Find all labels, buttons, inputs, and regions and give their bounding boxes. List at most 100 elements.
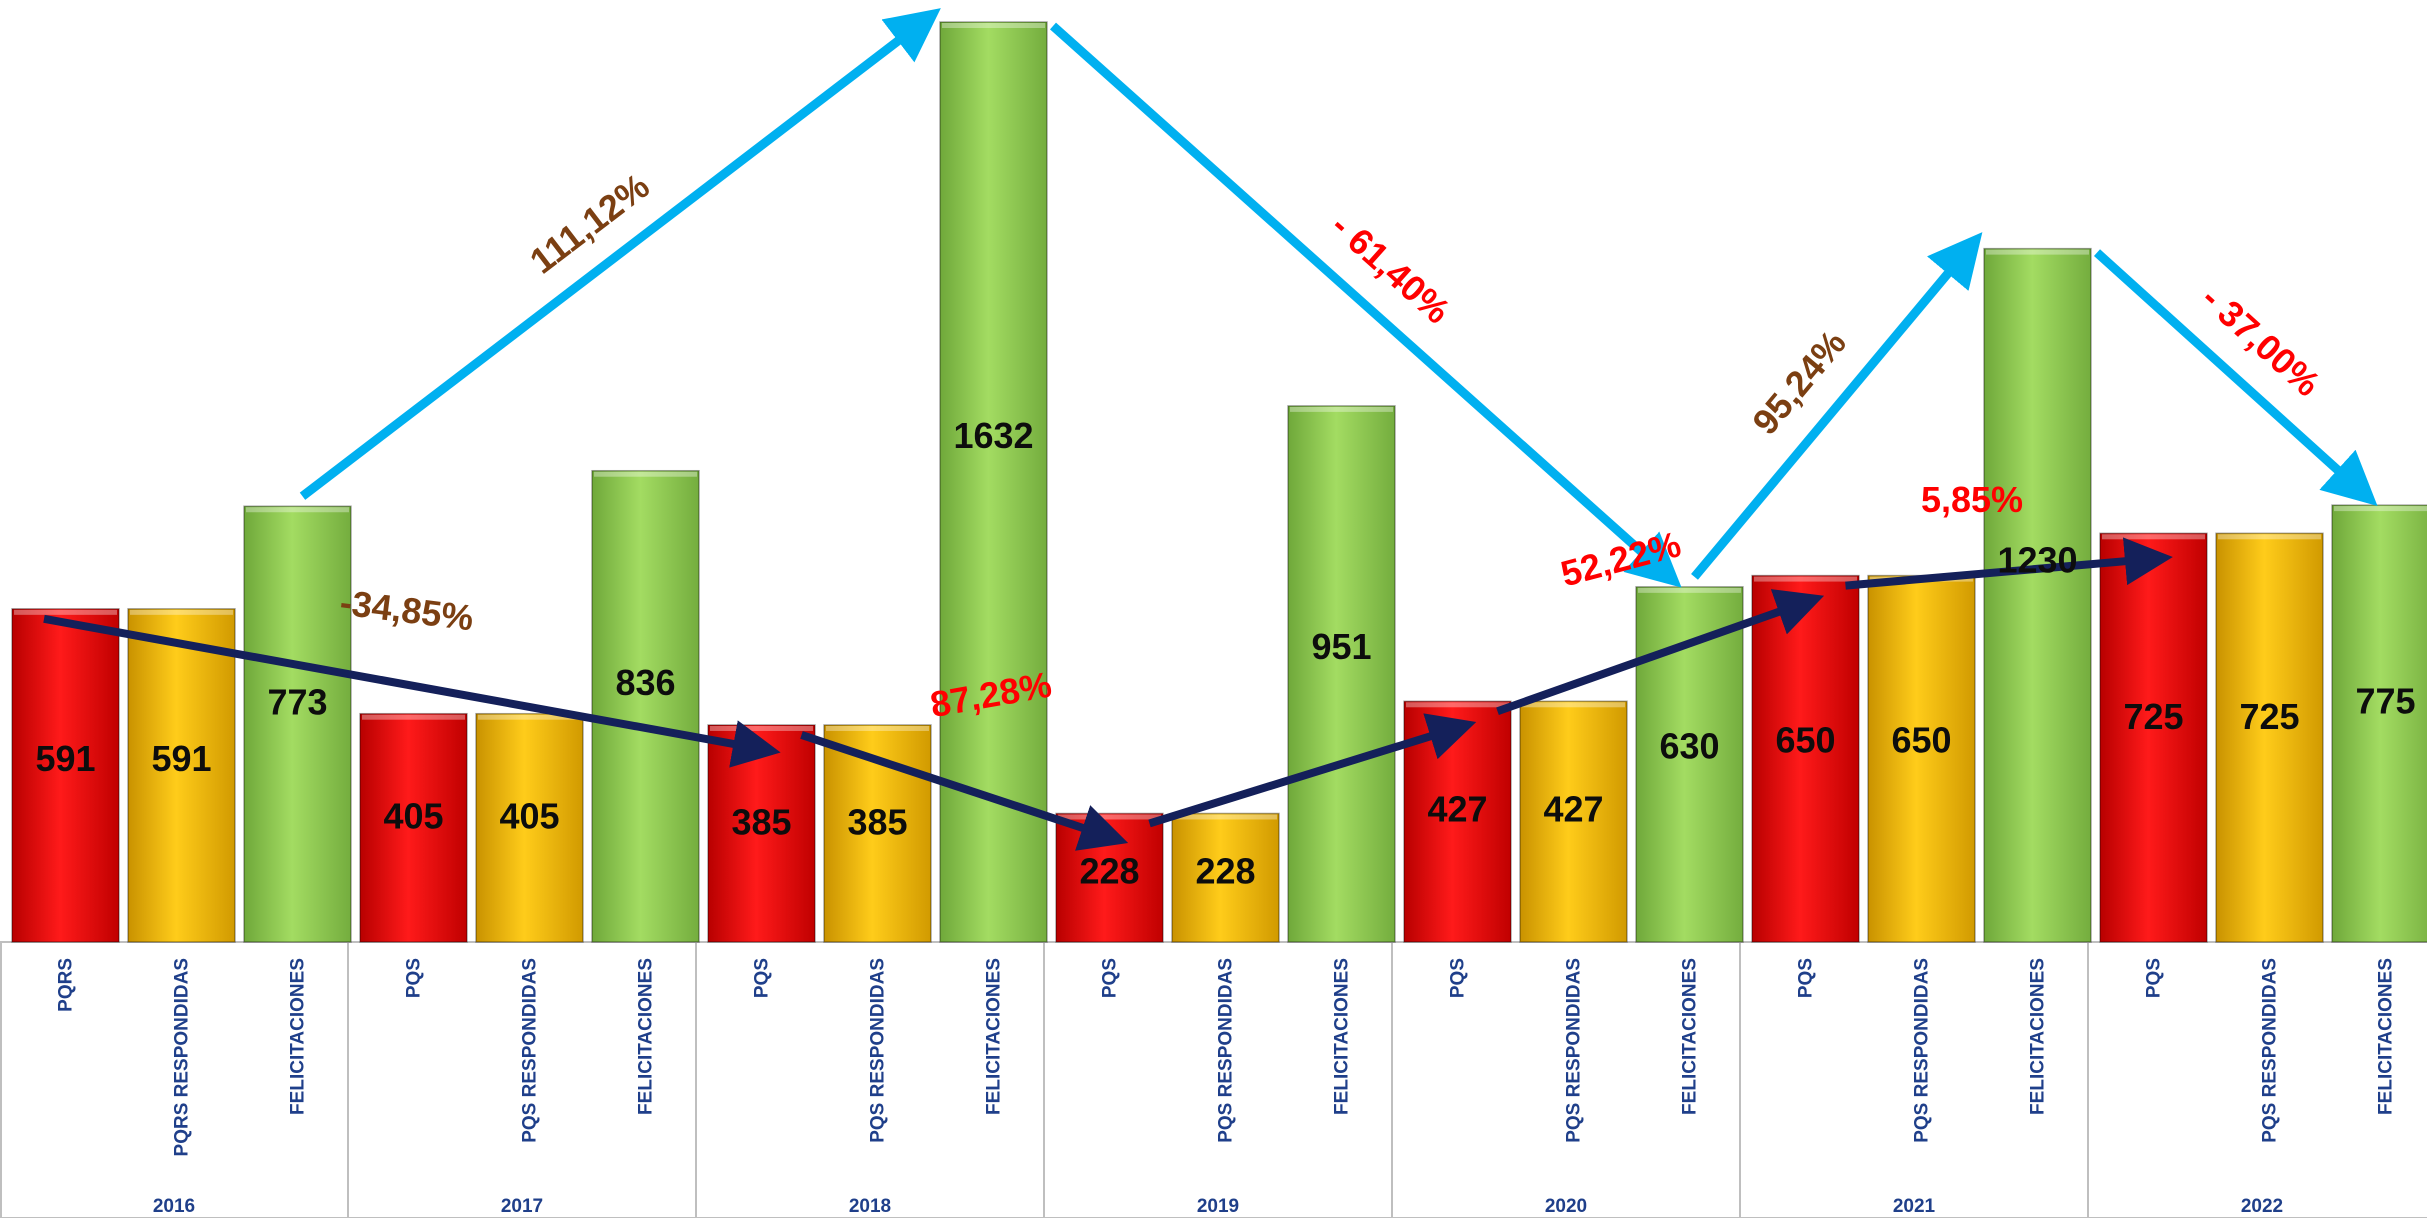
bars	[11, 21, 2427, 943]
year-label: 2022	[2241, 1196, 2283, 1217]
bar-value-label: 427	[1427, 789, 1487, 830]
bar-value-label: 630	[1659, 726, 1719, 767]
bar-fel	[1983, 247, 2092, 943]
bar-bevel	[2218, 534, 2321, 540]
year-label: 2021	[1893, 1196, 1936, 1217]
trend-arrow-pqs	[1845, 537, 2173, 590]
bar-bevel	[1058, 814, 1161, 820]
bar-bevel	[710, 725, 813, 731]
year-label: 2019	[1197, 1196, 1239, 1217]
trend-arrow-pqs	[1496, 589, 1825, 716]
category-label: PQS	[752, 958, 773, 998]
trend-annotation: - 37,00%	[2194, 277, 2328, 404]
bar-bevel	[1638, 587, 1741, 593]
bar-bevel	[130, 609, 233, 615]
category-label: PQS	[404, 958, 425, 998]
bar-fel	[591, 469, 700, 943]
bar-value-label: 385	[731, 802, 791, 843]
bar-value-label: 773	[267, 681, 327, 722]
bar-value-label: 1632	[953, 415, 1033, 456]
bar-bevel	[942, 23, 1045, 28]
trend-arrow-felicitaciones	[299, 8, 941, 500]
bar-pqs	[1751, 574, 1860, 943]
trend-arrow-pqs	[43, 614, 781, 768]
bar-value-label: 385	[847, 802, 907, 843]
category-label: FELICITACIONES	[288, 958, 309, 1115]
trend-annotation: 111,12%	[522, 165, 657, 281]
trend-arrow-felicitaciones	[1691, 232, 1983, 580]
bar-bevel	[594, 471, 697, 477]
bar-pqs	[11, 608, 120, 943]
category-label: FELICITACIONES	[2376, 958, 2397, 1115]
bar-fel	[939, 21, 1048, 943]
category-label: PQRS	[56, 958, 77, 1012]
category-label: FELICITACIONES	[1332, 958, 1353, 1115]
category-axis: 2016 PQRS PQRS RESPONDIDAS FELICITACIONES 20…	[0, 941, 2427, 1219]
bar-value-label: 951	[1311, 626, 1371, 667]
bar-value-label: 1230	[1997, 540, 2077, 581]
year-label: 2016	[153, 1196, 195, 1217]
bar-fel	[1287, 405, 1396, 943]
category-label: PQS	[1796, 958, 1817, 998]
category-label: FELICITACIONES	[1680, 958, 1701, 1115]
trend-arrow-felicitaciones	[2093, 249, 2378, 506]
bar-resp	[2215, 532, 2324, 943]
bar-value-label: 405	[499, 795, 559, 836]
bar-value-label: 591	[151, 738, 211, 779]
bar-resp	[127, 608, 236, 943]
bar-value-label: 775	[2355, 681, 2415, 722]
category-label: FELICITACIONES	[636, 958, 657, 1115]
bar-resp	[1519, 700, 1628, 943]
bar-bevel	[246, 507, 349, 513]
trend-annotation: - 61,40%	[1324, 205, 1459, 332]
bar-value-label: 427	[1543, 789, 1603, 830]
bar-bevel	[14, 609, 117, 615]
year-label: 2018	[849, 1196, 891, 1217]
category-label: PQS RESPONDIDAS	[520, 958, 541, 1143]
bar-bevel	[826, 725, 929, 731]
category-label: PQRS RESPONDIDAS	[172, 958, 193, 1156]
bar-fel	[243, 505, 352, 943]
trend-arrow-pqs	[1148, 713, 1477, 828]
bar-pqs	[2099, 532, 2208, 943]
bar-fel	[2331, 504, 2427, 943]
bar-value-label: 405	[383, 795, 443, 836]
bar-bevel	[2102, 534, 2205, 540]
bar-value-label: 228	[1079, 850, 1139, 891]
category-label: PQS RESPONDIDAS	[1216, 958, 1237, 1143]
trend-annotation: 95,24%	[1744, 322, 1854, 442]
bar-value-label: 591	[35, 738, 95, 779]
trend-arrows	[43, 8, 2378, 851]
bar-value-label: 836	[615, 662, 675, 703]
category-label: PQS	[1100, 958, 1121, 998]
trend-annotation: -34,85%	[338, 581, 476, 638]
category-label: PQS	[1448, 958, 1469, 998]
category-label: FELICITACIONES	[984, 958, 1005, 1115]
bar-resp	[475, 712, 584, 943]
bar-bevel	[1754, 576, 1857, 582]
bar-bevel	[1986, 249, 2089, 255]
bar-bevel	[1174, 814, 1277, 820]
trend-arrow-pqs	[800, 731, 1129, 851]
category-label: PQS RESPONDIDAS	[1564, 958, 1585, 1143]
bar-value-label: 650	[1891, 719, 1951, 760]
bar-resp	[1171, 812, 1280, 943]
bar-bevel	[2334, 506, 2427, 512]
bar-value-label: 725	[2239, 696, 2299, 737]
bar-bevel	[1406, 702, 1509, 708]
category-label: PQS	[2144, 958, 2165, 998]
bar-value-label: 725	[2123, 696, 2183, 737]
bar-bevel	[1522, 702, 1625, 708]
year-label: 2017	[501, 1196, 543, 1217]
bar-bevel	[478, 714, 581, 720]
bar-pqs	[359, 712, 468, 943]
trend-arrow-felicitaciones	[1050, 22, 1682, 588]
category-label: FELICITACIONES	[2028, 958, 2049, 1115]
category-label: PQS RESPONDIDAS	[1912, 958, 1933, 1143]
year-label: 2020	[1545, 1196, 1587, 1217]
trend-annotation: 5,85%	[1921, 479, 2023, 520]
bar-bevel	[1290, 406, 1393, 412]
bar-value-label: 650	[1775, 719, 1835, 760]
